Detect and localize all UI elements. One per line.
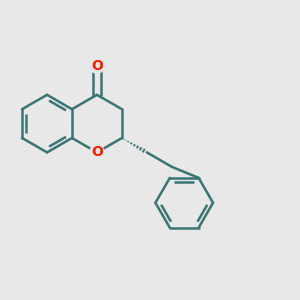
Circle shape [90, 59, 104, 73]
Circle shape [90, 145, 104, 160]
Text: O: O [91, 146, 103, 159]
Text: O: O [91, 59, 103, 73]
